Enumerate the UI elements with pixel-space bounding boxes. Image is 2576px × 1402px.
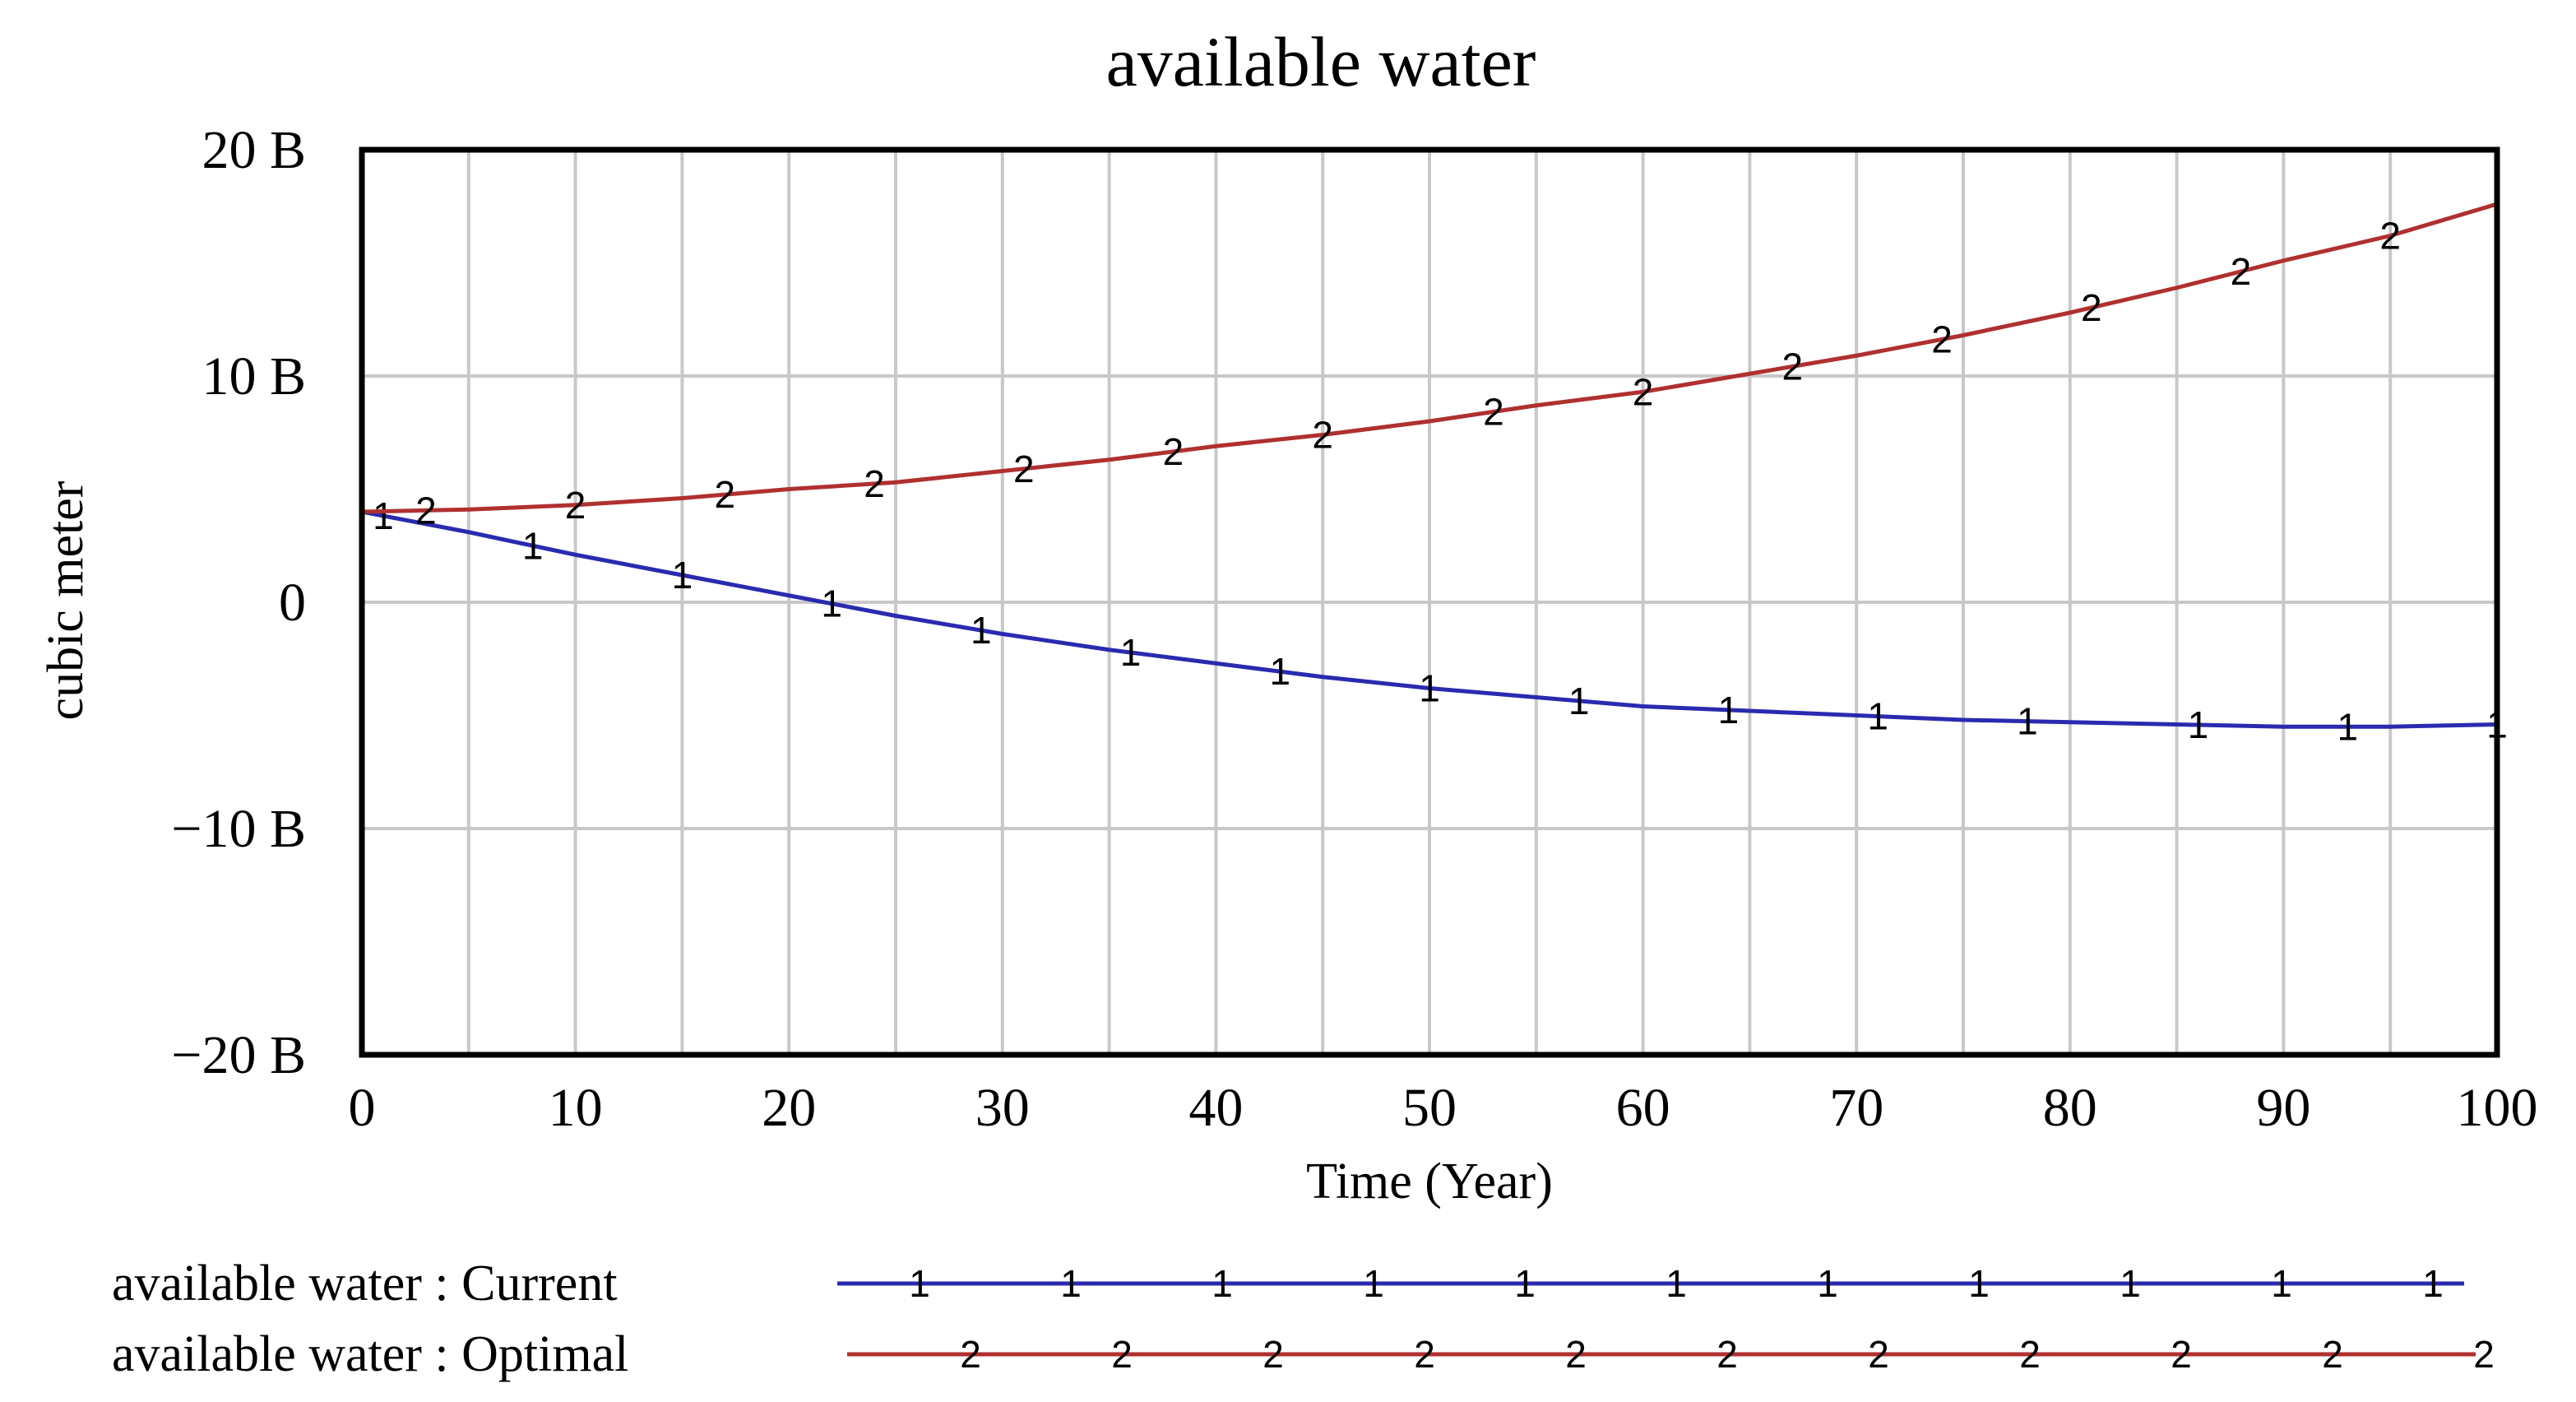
series-marker: 2 xyxy=(1163,430,1184,473)
legend-marker: 2 xyxy=(1868,1333,1889,1376)
legend-label: available water : Current xyxy=(112,1256,618,1311)
legend-marker: 1 xyxy=(909,1262,930,1305)
x-tick-label: 20 xyxy=(762,1078,816,1138)
plot-frame xyxy=(359,146,2500,1058)
series-marker: 2 xyxy=(2231,250,2252,293)
legend-marker: 2 xyxy=(2473,1333,2495,1376)
series-marker: 2 xyxy=(565,484,586,527)
legend-marker: 2 xyxy=(1111,1333,1133,1376)
x-tick-label: 0 xyxy=(349,1078,376,1138)
legend-marker: 2 xyxy=(2019,1333,2041,1376)
legend-marker: 2 xyxy=(2171,1333,2192,1376)
legend-marker: 1 xyxy=(1666,1262,1687,1305)
series-marker: 1 xyxy=(1120,631,1142,674)
series-marker: 2 xyxy=(1931,318,1953,360)
series-marker: 1 xyxy=(522,524,544,567)
series-marker: 2 xyxy=(1483,390,1504,433)
series-marker: 2 xyxy=(415,489,437,532)
y-axis-label: cubic meter xyxy=(38,480,94,720)
series-marker: 2 xyxy=(1782,345,1804,388)
series-marker: 2 xyxy=(864,462,885,505)
series-marker: 1 xyxy=(1718,689,1740,731)
series-marker: 1 xyxy=(2017,700,2038,743)
legend-marker: 2 xyxy=(960,1333,981,1376)
legend-marker: 1 xyxy=(2271,1262,2292,1305)
series-marker: 1 xyxy=(2337,705,2358,748)
legend-label: available water : Optimal xyxy=(112,1326,628,1382)
series-marker: 1 xyxy=(672,554,693,597)
x-tick-label: 70 xyxy=(1829,1078,1883,1138)
series-marker: 1 xyxy=(1568,680,1590,722)
series-marker: 1 xyxy=(1419,667,1440,710)
series-marker: 2 xyxy=(1312,414,1333,457)
series-marker: 1 xyxy=(2188,703,2209,746)
series-marker: 1 xyxy=(1269,650,1290,693)
series-marker: 1 xyxy=(1867,695,1888,738)
x-tick-labels: 0 10 20 30 40 50 60 70 80 90 100 xyxy=(349,1078,2538,1138)
legend: available water : Current 1 1 1 1 1 1 1 1 1 1 1 avai… xyxy=(112,1256,2495,1382)
y-tick-label: 20 B xyxy=(202,120,306,180)
legend-marker: 1 xyxy=(1212,1262,1233,1305)
legend-marker: 2 xyxy=(1565,1333,1587,1376)
series-line xyxy=(361,202,2498,514)
x-tick-label: 100 xyxy=(2457,1078,2538,1138)
legend-marker: 1 xyxy=(2120,1262,2141,1305)
x-tick-label: 10 xyxy=(549,1078,603,1138)
series-marker: 1 xyxy=(821,583,842,625)
x-tick-label: 90 xyxy=(2256,1078,2310,1138)
x-tick-label: 60 xyxy=(1616,1078,1670,1138)
x-tick-label: 30 xyxy=(975,1078,1030,1138)
series-2: 2 2 2 2 2 2 2 2 2 2 2 2 2 2 xyxy=(361,202,2498,532)
legend-marker: 1 xyxy=(1968,1262,1990,1305)
legend-marker: 1 xyxy=(1363,1262,1384,1305)
x-tick-label: 40 xyxy=(1188,1078,1243,1138)
series-marker: 1 xyxy=(971,609,992,652)
series-marker: 1 xyxy=(373,494,394,537)
series-marker: 2 xyxy=(2379,215,2401,258)
y-tick-label: 0 xyxy=(279,573,306,633)
y-tick-label: −20 B xyxy=(171,1025,306,1085)
legend-marker: 1 xyxy=(1817,1262,1838,1305)
x-axis-label: Time (Year) xyxy=(1306,1154,1553,1209)
legend-marker: 1 xyxy=(1060,1262,1082,1305)
series-marker: 2 xyxy=(1013,448,1035,490)
grid xyxy=(362,150,2497,1055)
y-tick-labels: 20 B 10 B 0 −10 B −20 B xyxy=(171,120,306,1085)
legend-marker: 2 xyxy=(1717,1333,1738,1376)
legend-marker: 2 xyxy=(1414,1333,1435,1376)
legend-marker: 2 xyxy=(1263,1333,1284,1376)
x-tick-label: 80 xyxy=(2043,1078,2097,1138)
legend-marker: 1 xyxy=(2422,1262,2444,1305)
series-marker: 2 xyxy=(2081,286,2102,329)
y-tick-label: 10 B xyxy=(202,346,306,406)
legend-marker: 1 xyxy=(1514,1262,1536,1305)
series-marker: 2 xyxy=(1633,370,1654,413)
legend-marker: 2 xyxy=(2322,1333,2343,1376)
chart-title: available water xyxy=(1106,22,1536,101)
x-tick-label: 50 xyxy=(1402,1078,1457,1138)
y-tick-label: −10 B xyxy=(171,799,306,859)
series-line xyxy=(361,509,2498,729)
series-marker: 2 xyxy=(715,473,736,516)
